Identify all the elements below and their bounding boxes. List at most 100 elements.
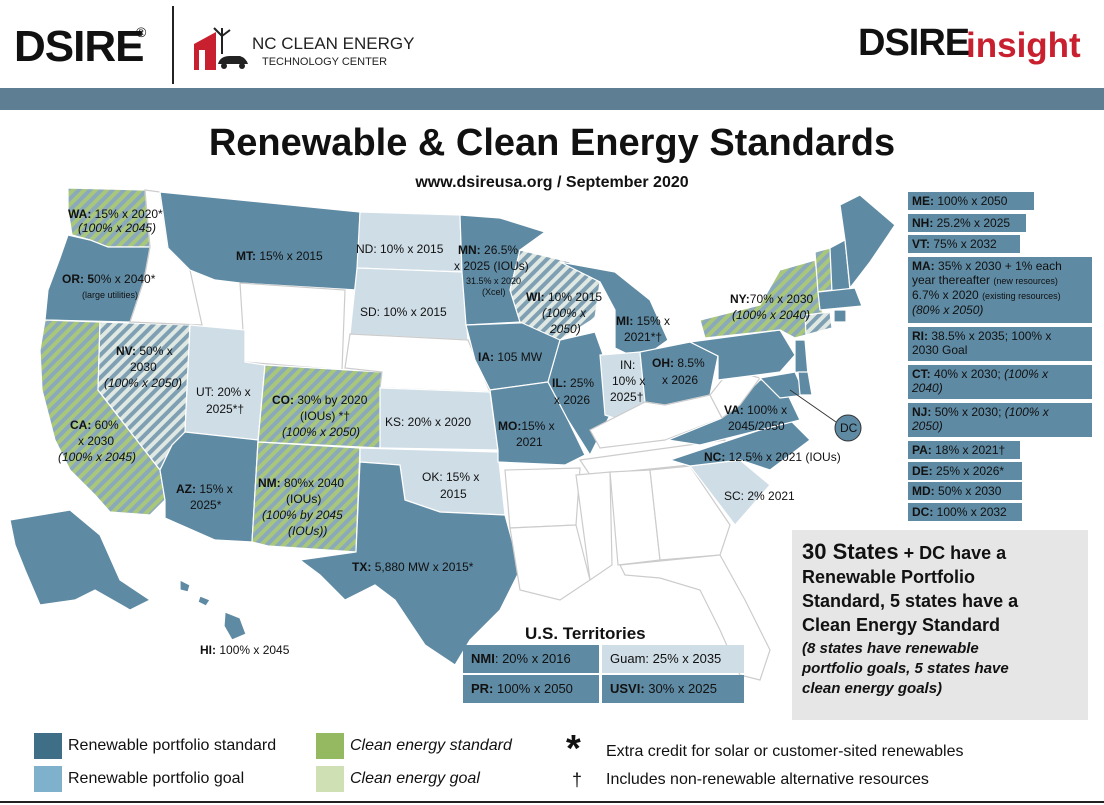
label-or-note: (large utilities) [82, 290, 139, 300]
label-wa: WA: 15% x 2020* [68, 207, 163, 221]
label-nc: NC: 12.5% x 2021 (IOUs) [704, 450, 841, 464]
registered-mark: ® [136, 24, 147, 40]
dsire-insight-word: insight [966, 26, 1081, 65]
state-wy [239, 282, 346, 371]
label-il-2: x 2026 [554, 393, 591, 407]
box-me: ME: 100% x 2050 [908, 192, 1034, 210]
state-de [797, 371, 813, 396]
page-title: Renewable & Clean Energy Standards [208, 122, 896, 164]
dsire-insight-logo: DSIRE [858, 22, 970, 64]
dc-bubble-label: DC [840, 421, 858, 435]
box-vt: VT: 75% x 2032 [908, 235, 1020, 253]
label-az: AZ: 15% x [176, 482, 233, 496]
label-nm: NM: 80%x 2040 [258, 476, 345, 490]
label-nd: ND: 10% x 2015 [356, 242, 444, 256]
legend-rpg: Renewable portfolio goal [68, 770, 245, 787]
nc-logo-line2: TECHNOLOGY CENTER [262, 56, 388, 68]
nc-logo-line1: NC CLEAN ENERGY [252, 34, 415, 53]
label-oh-2: x 2026 [662, 373, 699, 387]
label-ca-goal: (100% x 2045) [58, 450, 137, 464]
label-ny: NY:70% x 2030 [730, 292, 814, 306]
header-band [0, 88, 1104, 110]
legend-swatch-ces [316, 733, 344, 759]
label-mn: MN: 26.5% [458, 243, 519, 257]
territory-pr: PR: 100% x 2050 [463, 675, 599, 703]
label-il: IL: 25% [552, 376, 595, 390]
state-ar [504, 467, 581, 529]
legend-dagger-symbol: † [572, 770, 583, 790]
label-mi-2: 2021*† [624, 330, 663, 344]
legend-ceg: Clean energy goal [350, 770, 480, 787]
label-ia: IA: 105 MW [478, 350, 543, 364]
label-sd: SD: 10% x 2015 [360, 305, 447, 319]
label-ks: KS: 20% x 2020 [385, 415, 472, 429]
legend-asterisk: Extra credit for solar or customer-sited… [606, 743, 964, 760]
label-in-3: 2025† [610, 390, 644, 404]
label-mn-note1: 31.5% x 2020 [466, 276, 522, 286]
label-mi: MI: 15% x [616, 314, 671, 328]
label-or: OR: 50% x 2040* [62, 272, 156, 286]
label-ut-2: 2025*† [206, 402, 245, 416]
legend-asterisk-symbol: * [566, 728, 581, 770]
state-sd [349, 267, 469, 341]
label-tx: TX: 5,880 MW x 2015* [352, 560, 474, 574]
box-pa: PA: 18% x 2021† [908, 441, 1020, 459]
label-ca-2: x 2030 [78, 434, 115, 448]
label-oh: OH: 8.5% [652, 356, 705, 370]
label-ca: CA: 60% [70, 418, 119, 432]
label-mo: MO:15% x [498, 419, 555, 433]
label-ut: UT: 20% x [196, 385, 251, 399]
label-hi: HI: 100% x 2045 [200, 643, 290, 657]
territory-guam: Guam: 25% x 2035 [602, 645, 744, 673]
box-ri: RI: 38.5% x 2035; 100% x 2030 Goal [908, 327, 1092, 361]
label-in-2: 10% x [612, 374, 646, 388]
label-az-2: 2025* [190, 498, 222, 512]
dc-bubble [834, 414, 862, 442]
box-ma: MA: 35% x 2030 + 1% each year thereafter… [908, 257, 1092, 323]
state-me [839, 194, 896, 290]
label-wi-goal2: 2050) [550, 322, 581, 336]
nc-clean-energy-logo [194, 27, 248, 70]
legend-swatch-ceg [316, 766, 344, 792]
box-ct: CT: 40% x 2030; (100% x 2040) [908, 365, 1092, 399]
dsire-logo: DSIRE [14, 22, 144, 71]
label-va-2: 2045/2050 [728, 419, 785, 433]
state-ak [9, 509, 152, 611]
label-in: IN: [620, 358, 636, 372]
label-co-goal: (100% x 2050) [282, 425, 361, 439]
label-nm-2: (IOUs) [286, 492, 322, 506]
state-ri [833, 309, 847, 323]
label-ok: OK: 15% x [422, 470, 480, 484]
label-ny-goal: (100% x 2040) [732, 308, 811, 322]
state-tx [298, 461, 521, 666]
bottom-rule [0, 801, 1104, 803]
legend-swatch-rps [34, 733, 62, 759]
summary-box: 30 States + DC have a Renewable Portfoli… [792, 530, 1088, 720]
box-nj: NJ: 50% x 2030; (100% x 2050) [908, 403, 1092, 437]
state-nm [251, 441, 361, 553]
state-la [509, 524, 591, 601]
box-nh: NH: 25.2% x 2025 [908, 214, 1026, 232]
state-ct [804, 311, 833, 336]
state-nj [794, 339, 809, 376]
state-ga [649, 465, 731, 561]
label-sc: SC: 2% 2021 [724, 489, 795, 503]
territories-title: U.S. Territories [525, 624, 646, 643]
state-hi [179, 579, 247, 641]
legend-swatch-rpg [34, 766, 62, 792]
summary-count: 30 States [802, 539, 899, 564]
label-co: CO: 30% by 2020 [272, 393, 368, 407]
territory-nmi: NMI: 20% x 2016 [463, 645, 599, 673]
territory-usvi: USVI: 30% x 2025 [602, 675, 744, 703]
label-wi-goal1: (100% x [542, 306, 587, 320]
legend-dagger: Includes non-renewable alternative resou… [606, 771, 929, 788]
label-va: VA: 100% x [724, 403, 788, 417]
label-nv-2: 2030 [130, 360, 157, 374]
label-wa-goal: (100% x 2045) [78, 221, 157, 235]
box-md: MD: 50% x 2030 [908, 482, 1022, 500]
box-de: DE: 25% x 2026* [908, 462, 1022, 480]
label-mn-2: x 2025 (IOUs) [454, 259, 529, 273]
label-nm-goal2: (IOUs)) [288, 524, 328, 538]
label-ok-2: 2015 [440, 487, 467, 501]
